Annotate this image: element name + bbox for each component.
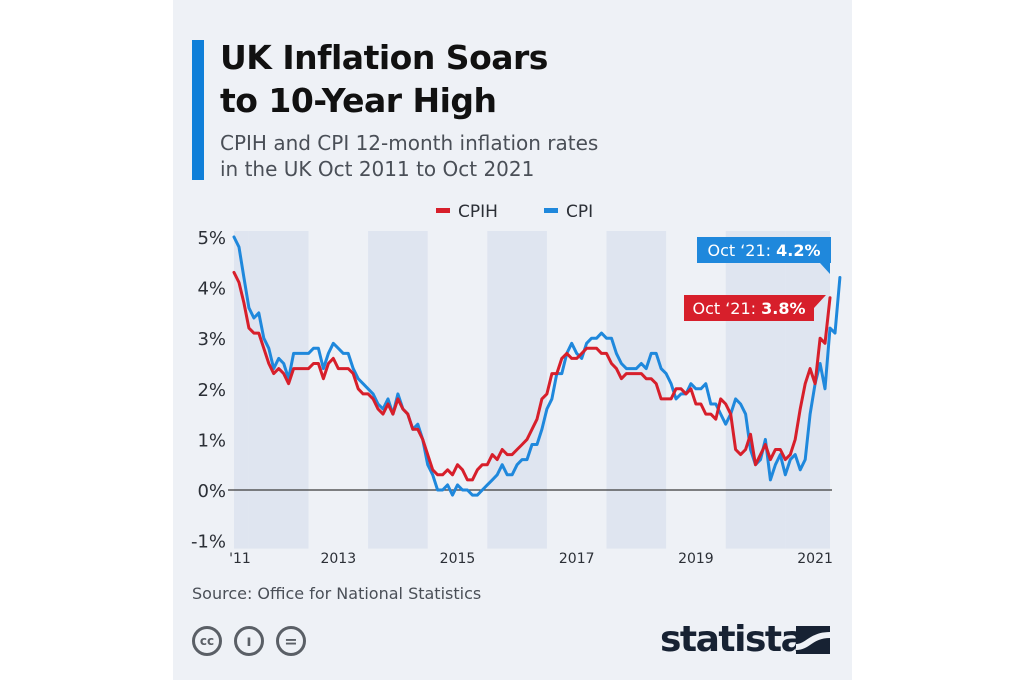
annotation-value: 3.8% <box>761 299 805 318</box>
y-tick-label: -1% <box>191 532 226 553</box>
y-tick-label: 3% <box>197 329 226 350</box>
legend-swatch-cpih <box>436 208 450 213</box>
legend-swatch-cpi <box>544 208 558 213</box>
annotation-text: Oct ‘21: 3.8% <box>692 299 805 318</box>
y-tick-label: 0% <box>197 481 226 502</box>
annotation-cpih: Oct ‘21: 3.8% <box>684 295 826 321</box>
source-note: Source: Office for National Statistics <box>192 584 482 603</box>
annotation-prefix: Oct ‘21: <box>707 241 776 260</box>
chart-legend: CPIH CPI <box>436 202 593 222</box>
series-line-cpi <box>232 235 842 497</box>
annotation-box <box>697 237 831 263</box>
x-tick-label: 2021 <box>797 551 833 567</box>
x-tick-label: 2013 <box>320 551 356 567</box>
page-subtitle: CPIH and CPI 12-month inflation rates in… <box>220 130 598 182</box>
year-band-2016 <box>487 231 547 549</box>
year-band-2020 <box>725 231 786 549</box>
annotation-text: Oct ‘21: 4.2% <box>707 241 820 260</box>
title-line-1: UK Inflation Soars <box>220 38 548 77</box>
annotation-cpi: Oct ‘21: 4.2% <box>697 237 831 274</box>
y-tick-label: 1% <box>197 430 226 451</box>
cc-icon[interactable]: cc <box>192 626 222 656</box>
statista-mark-icon <box>796 626 830 654</box>
year-band-2012 <box>248 231 309 549</box>
page-title: UK Inflation Soars to 10-Year High <box>220 36 548 122</box>
title-accent-bar <box>192 40 204 180</box>
y-tick-label: 5% <box>197 228 226 249</box>
annotation-box <box>684 295 814 321</box>
x-tick-label: 2019 <box>678 551 714 567</box>
year-band-2021 <box>785 231 830 549</box>
legend-label-cpih: CPIH <box>458 202 498 222</box>
year-band-2018 <box>606 231 667 549</box>
series-line-cpih <box>232 270 832 482</box>
no-derivatives-icon[interactable]: = <box>276 626 306 656</box>
by-attribution-icon[interactable]: ı <box>234 626 264 656</box>
y-tick-label: 2% <box>197 380 226 401</box>
annotation-pointer <box>820 263 830 274</box>
subtitle-line-1: CPIH and CPI 12-month inflation rates <box>220 131 599 155</box>
y-tick-label: 4% <box>197 279 226 300</box>
x-tick-label: 2017 <box>559 551 595 567</box>
year-band-2014 <box>368 231 428 549</box>
annotation-pointer <box>814 295 826 308</box>
x-tick-label: '11 <box>229 551 251 567</box>
annotation-prefix: Oct ‘21: <box>692 299 761 318</box>
x-tick-label: 2015 <box>440 551 476 567</box>
statista-logo[interactable]: statista <box>660 618 840 662</box>
subtitle-line-2: in the UK Oct 2011 to Oct 2021 <box>220 157 535 181</box>
annotation-value: 4.2% <box>776 241 820 260</box>
brand-name: statista <box>660 619 805 660</box>
title-line-2: to 10-Year High <box>220 81 497 120</box>
legend-label-cpi: CPI <box>566 202 593 222</box>
